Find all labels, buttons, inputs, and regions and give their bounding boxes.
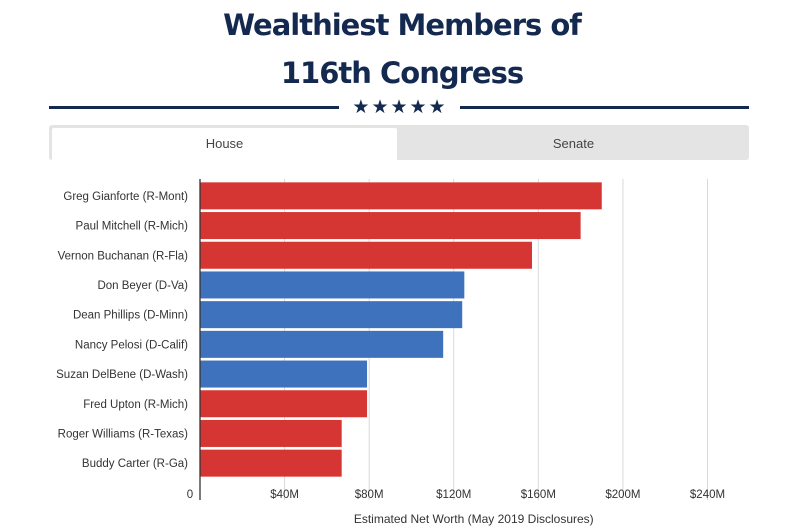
bar xyxy=(200,419,342,447)
bar xyxy=(200,241,532,269)
x-axis-label: Estimated Net Worth (May 2019 Disclosure… xyxy=(354,512,594,526)
category-label: Greg Gianforte (R-Mont) xyxy=(63,191,188,203)
category-label: Don Beyer (D-Va) xyxy=(97,280,188,292)
x-tick-label: $240M xyxy=(690,489,725,501)
x-tick-label: $160M xyxy=(521,489,556,501)
category-label: Fred Upton (R-Mich) xyxy=(83,399,188,411)
bar xyxy=(200,182,602,210)
chamber-tabs: House Senate xyxy=(49,125,749,160)
bar xyxy=(200,330,444,358)
bar xyxy=(200,212,581,240)
tab-senate[interactable]: Senate xyxy=(552,136,595,151)
chart-title-line1: Wealthiest Members of xyxy=(223,8,582,42)
bar xyxy=(200,301,463,329)
title-rule-right xyxy=(460,106,749,109)
tab-house[interactable]: House xyxy=(52,128,397,160)
x-tick-label: 0 xyxy=(187,489,193,501)
category-label: Dean Phillips (D-Minn) xyxy=(73,310,188,322)
title-rule-left xyxy=(49,106,339,109)
category-label: Vernon Buchanan (R-Fla) xyxy=(58,250,189,262)
bar xyxy=(200,449,342,477)
x-tick-label: $80M xyxy=(355,489,384,501)
stars-icon: ★★★★★ xyxy=(352,96,448,118)
x-tick-label: $40M xyxy=(270,489,299,501)
bar xyxy=(200,360,368,388)
chart-title-line2: 116th Congress xyxy=(280,56,524,90)
category-label: Paul Mitchell (R-Mich) xyxy=(76,221,189,233)
category-label: Nancy Pelosi (D-Calif) xyxy=(75,339,188,351)
x-tick-label: $120M xyxy=(436,489,471,501)
bar xyxy=(200,271,465,299)
x-tick-label: $200M xyxy=(605,489,640,501)
category-label: Buddy Carter (R-Ga) xyxy=(82,458,188,470)
bar xyxy=(200,390,368,418)
category-label: Suzan DelBene (D-Wash) xyxy=(56,369,188,381)
category-label: Roger Williams (R-Texas) xyxy=(58,428,189,440)
